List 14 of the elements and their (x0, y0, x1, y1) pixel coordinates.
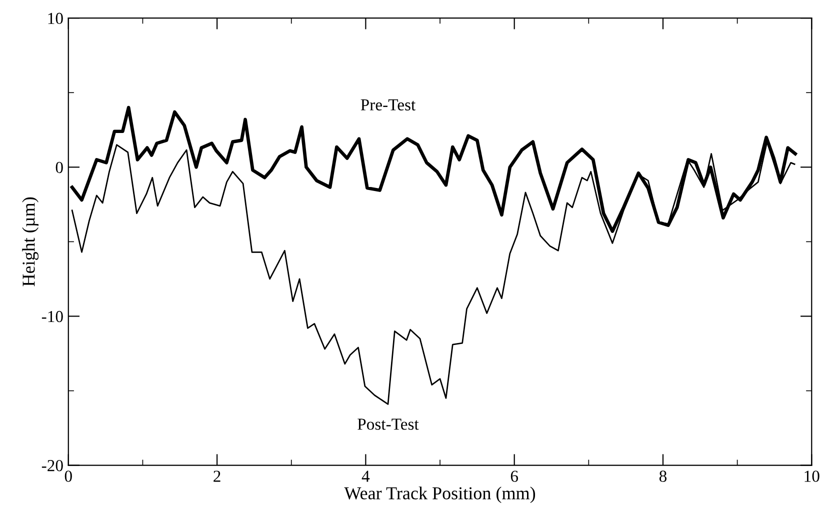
y-axis-title: Height (µm) (22, 197, 39, 286)
y-tick-label: 10 (48, 12, 63, 24)
x-tick-label: 2 (214, 470, 220, 482)
x-tick-label: 6 (510, 470, 518, 482)
x-tick-label: 4 (362, 470, 370, 482)
y-tick-label: -10 (42, 310, 63, 322)
series-label: Post-Test (358, 418, 419, 430)
y-tick-label: -20 (42, 460, 63, 472)
x-tick-label: 8 (659, 470, 667, 482)
x-tick-label: 10 (804, 470, 820, 482)
series-label: Pre-Test (360, 99, 416, 110)
x-tick-label: 0 (64, 470, 72, 482)
y-tick-label: 0 (56, 162, 63, 174)
x-axis-title: Wear Track Position (mm) (344, 486, 536, 504)
